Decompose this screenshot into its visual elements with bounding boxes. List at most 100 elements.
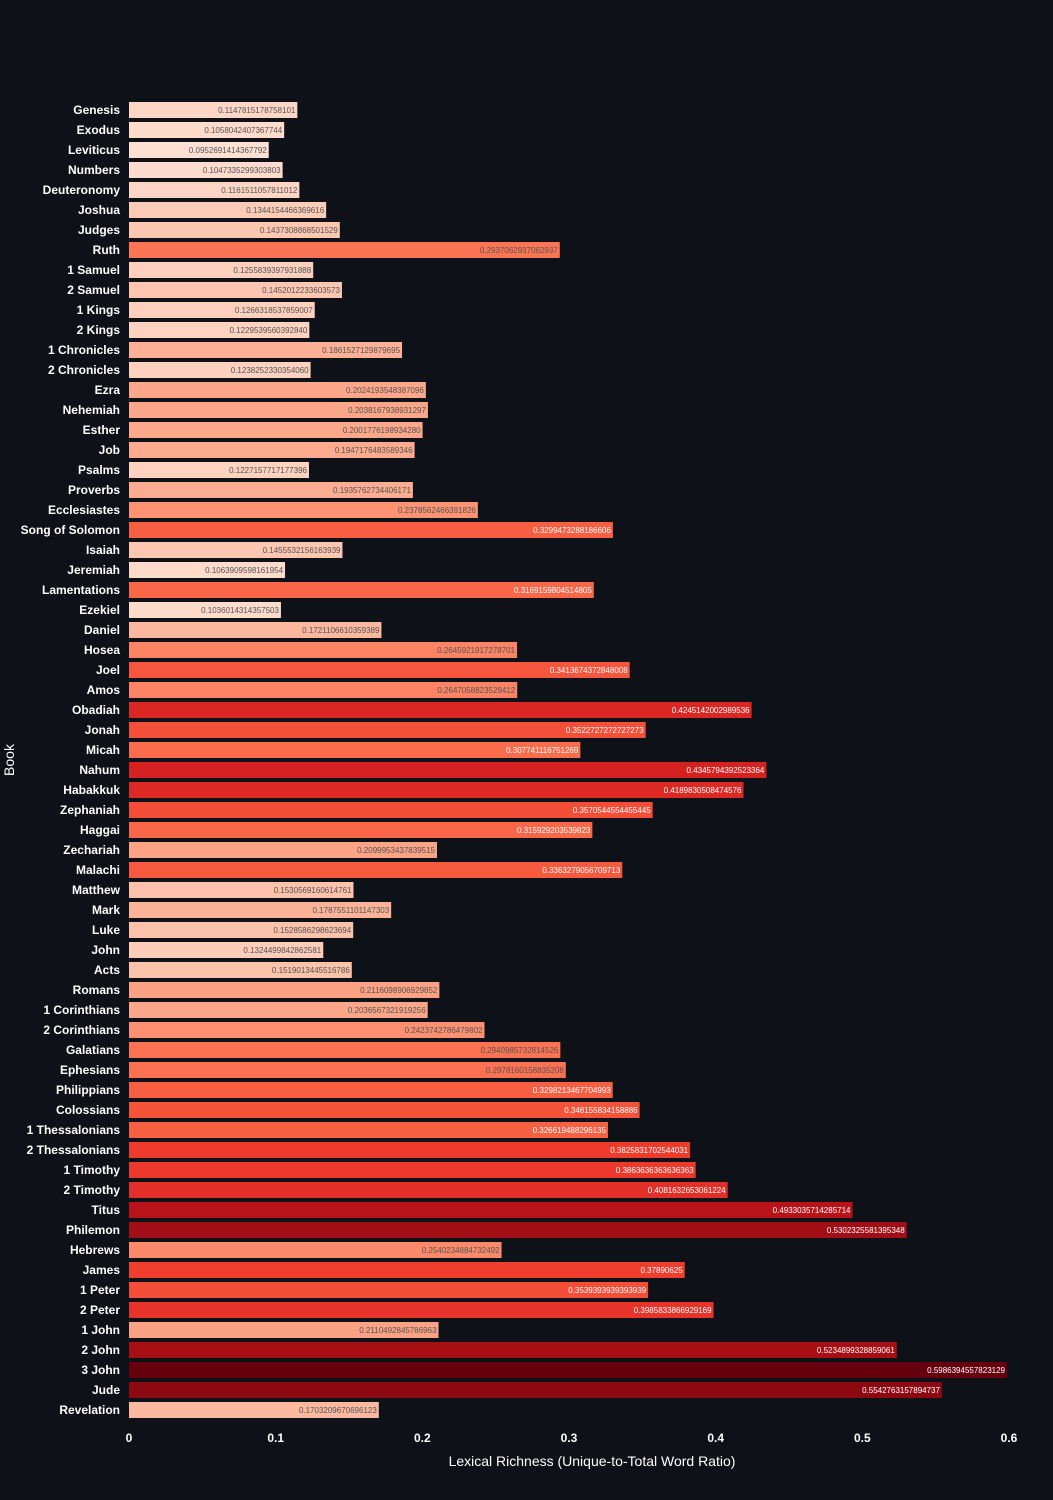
bar-galatians xyxy=(129,1042,561,1058)
bar-luke xyxy=(129,922,354,938)
value-label: 0.2645921917278701 xyxy=(437,646,515,655)
category-label: 1 Kings xyxy=(77,303,121,317)
category-label: Deuteronomy xyxy=(43,183,121,197)
category-label: Ecclesiastes xyxy=(48,503,120,517)
category-label: Daniel xyxy=(84,623,120,637)
bar-jeremiah xyxy=(129,562,286,578)
value-label: 0.1721106610359389 xyxy=(302,626,380,635)
bar-proverbs xyxy=(129,482,413,498)
value-label: 0.2001776198934280 xyxy=(343,426,421,435)
category-label: Nehemiah xyxy=(63,403,120,417)
category-label: Esther xyxy=(83,423,121,437)
bar-1-kings xyxy=(129,302,315,318)
bar-song-of-solomon xyxy=(129,522,613,538)
value-label: 0.4081632653061224 xyxy=(648,1186,726,1195)
value-label: 0.3522727272727273 xyxy=(566,726,644,735)
category-label: Zechariah xyxy=(63,843,120,857)
category-label: Micah xyxy=(86,743,120,757)
bar-zechariah xyxy=(129,842,437,858)
bar-jonah xyxy=(129,722,646,738)
value-label: 0.1229539560392840 xyxy=(229,326,307,335)
value-label: 0.5986394557823129 xyxy=(927,1366,1005,1375)
value-label: 0.1266318537859007 xyxy=(235,306,313,315)
category-label: Leviticus xyxy=(68,143,120,157)
category-label: 1 Corinthians xyxy=(43,1003,120,1017)
category-label: Mark xyxy=(92,903,120,917)
value-label: 0.2038167938931297 xyxy=(348,406,426,415)
category-label: 1 Chronicles xyxy=(48,343,120,357)
category-label: 1 Thessalonians xyxy=(27,1123,121,1137)
value-label: 0.1047335299303803 xyxy=(203,166,281,175)
bar-acts xyxy=(129,962,352,978)
category-label: 3 John xyxy=(81,1363,120,1377)
bar-1-samuel xyxy=(129,262,314,278)
bar-esther xyxy=(129,422,423,438)
value-label: 0.1530569160614761 xyxy=(274,886,352,895)
x-tick-label: 0.3 xyxy=(561,1431,578,1445)
value-label: 0.1455532156163939 xyxy=(263,546,341,555)
bar-malachi xyxy=(129,862,623,878)
bar-deuteronomy xyxy=(129,182,300,198)
value-label: 0.1519013445516786 xyxy=(272,966,350,975)
bar-2-thessalonians xyxy=(129,1142,691,1158)
bar-ecclesiastes xyxy=(129,502,478,518)
category-label: Obadiah xyxy=(72,703,120,717)
category-label: Habakkuk xyxy=(63,783,120,797)
category-label: Hebrews xyxy=(70,1243,120,1257)
value-label: 0.1935762734406171 xyxy=(333,486,411,495)
bar-titus xyxy=(129,1202,853,1218)
category-label: Revelation xyxy=(59,1403,120,1417)
bar-revelation xyxy=(129,1402,379,1418)
category-label: Hosea xyxy=(84,643,120,657)
value-label: 0.5234899328859061 xyxy=(817,1346,895,1355)
x-tick-label: 0.1 xyxy=(267,1431,284,1445)
value-label: 0.1947176483589346 xyxy=(335,446,413,455)
value-label: 0.1063909598161954 xyxy=(205,566,283,575)
category-label: Titus xyxy=(92,1203,121,1217)
category-label: Job xyxy=(99,443,120,457)
value-label: 0.3413674372848008 xyxy=(550,666,628,675)
value-label: 0.5302325581395348 xyxy=(827,1226,905,1235)
category-label: Jeremiah xyxy=(67,563,120,577)
category-label: 2 Kings xyxy=(77,323,121,337)
bar-habakkuk xyxy=(129,782,744,798)
category-label: Colossians xyxy=(56,1103,120,1117)
value-label: 0.2378562466391826 xyxy=(398,506,476,515)
bar-haggai xyxy=(129,822,593,838)
value-label: 0.1227157717177396 xyxy=(229,466,307,475)
bar-jude xyxy=(129,1382,942,1398)
x-tick-label: 0 xyxy=(126,1431,133,1445)
x-tick-labels-group: 0 0.1 0.2 0.3 0.4 0.5 0.6 xyxy=(126,1431,1018,1445)
bar-joshua xyxy=(129,202,327,218)
category-label: Matthew xyxy=(72,883,121,897)
bar-ezra xyxy=(129,382,426,398)
category-label: Malachi xyxy=(76,863,120,877)
value-label: 0.4189830508474576 xyxy=(664,786,742,795)
bar-1-peter xyxy=(129,1282,649,1298)
bar-zephaniah xyxy=(129,802,653,818)
bar-john xyxy=(129,942,324,958)
x-tick-label: 0.2 xyxy=(414,1431,431,1445)
value-label: 0.2024193548387096 xyxy=(346,386,424,395)
bar-matthew xyxy=(129,882,354,898)
category-label: 2 Chronicles xyxy=(48,363,120,377)
value-label: 0.5542763157894737 xyxy=(862,1386,940,1395)
value-label: 0.4933035714285714 xyxy=(773,1206,851,1215)
bar-lamentations xyxy=(129,582,594,598)
value-label: 0.1452012233603573 xyxy=(262,286,340,295)
x-tick-label: 0.6 xyxy=(1001,1431,1018,1445)
category-label: Ezekiel xyxy=(79,603,120,617)
bar-1-timothy xyxy=(129,1162,696,1178)
bar-job xyxy=(129,442,415,458)
value-label: 0.1703209670696123 xyxy=(299,1406,377,1415)
category-label: Psalms xyxy=(78,463,120,477)
value-label: 0.3169159804514805 xyxy=(514,586,592,595)
value-label: 0.307741116751269 xyxy=(506,746,579,755)
bar-james xyxy=(129,1262,685,1278)
value-label: 0.3863636363636363 xyxy=(616,1166,694,1175)
bar-ezekiel xyxy=(129,602,281,618)
category-label: Acts xyxy=(94,963,120,977)
bar-romans xyxy=(129,982,440,998)
value-label: 0.1344154466369616 xyxy=(246,206,324,215)
